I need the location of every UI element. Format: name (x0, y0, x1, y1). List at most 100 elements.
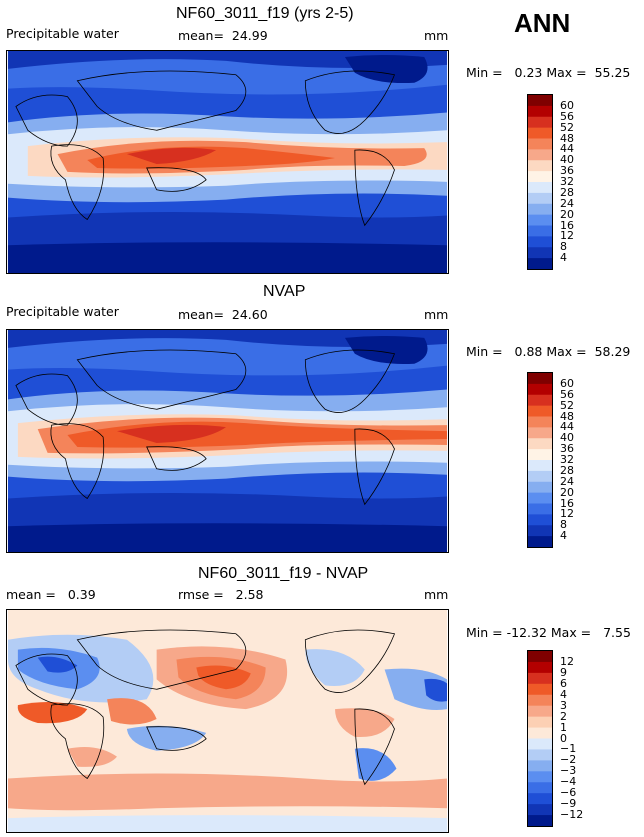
panel3-colorbar-tick-label: −9 (560, 797, 577, 811)
panel1-map-svg (7, 51, 448, 273)
panel3-colorbar-tick-label: 4 (560, 687, 567, 701)
panel3-colorbar-band (528, 651, 552, 663)
panel1-colorbar-band (528, 138, 552, 150)
panel2-colorbar-band (528, 525, 552, 537)
panel3-colorbar-band (528, 727, 552, 739)
panel1-colorbar-svg (528, 95, 552, 269)
panel3-colorbar-band (528, 804, 552, 816)
panel2-colorbar-band (528, 460, 552, 472)
panel1-colorbar-tick-label: 36 (560, 164, 574, 178)
panel3-colorbar-tick-label: 9 (560, 665, 567, 679)
panel1-colorbar-tick-label: 28 (560, 185, 574, 199)
season-label: ANN (514, 8, 571, 38)
panel3-colorbar-tick-label: −3 (560, 764, 577, 778)
panel3-map-svg (7, 610, 448, 832)
panel1-colorbar-band (528, 105, 552, 118)
panel2-units: mm (424, 307, 449, 322)
panel3-colorbar-band (528, 705, 552, 718)
panel2-colorbar-tick-label: 56 (560, 387, 574, 401)
panel1-colorbar-tick-label: 12 (560, 229, 574, 243)
panel1-colorbar-band (528, 225, 552, 237)
panel1-colorbar-band (528, 95, 552, 107)
panel1-colorbar-band (528, 116, 552, 129)
panel3-title: NF60_3011_f19 - NVAP (198, 565, 369, 582)
panel1-colorbar-band (528, 149, 552, 161)
panel1-title: NF60_3011_f19 (yrs 2-5) (176, 5, 354, 22)
panel3-colorbar-tick-label: 3 (560, 698, 567, 712)
panel2-field-label: Precipitable water (6, 304, 119, 319)
panel3-colorbar-tick-label: −2 (560, 753, 577, 767)
panel3-colorbar-tick-label: 12 (560, 654, 574, 668)
panel2-colorbar-tick-label: 32 (560, 453, 574, 466)
panel3-colorbar-band (528, 771, 552, 783)
panel2-map-svg (7, 330, 448, 552)
panel1-units: mm (424, 28, 449, 43)
panel1-colorbar-band (528, 236, 552, 248)
panel2-colorbar-band (528, 536, 552, 547)
panel1-field-label: Precipitable water (6, 26, 119, 41)
panel3-colorbar-band (528, 782, 552, 794)
panel2-colorbar-band (528, 503, 552, 515)
panel1-colorbar-tick-label: 4 (560, 251, 567, 265)
panel1-colorbar-band (528, 247, 552, 259)
panel2-colorbar-tick-label: 60 (560, 376, 574, 390)
panel2-colorbar-tick-label: 28 (560, 463, 574, 477)
panel2-colorbar-band (528, 470, 552, 483)
panel1-colorbar-tick-label: 44 (560, 142, 574, 156)
panel2-colorbar-svg (528, 373, 552, 547)
panel3-colorbar (527, 650, 553, 827)
panel1-minmax: Min = 0.23 Max = 55.25 (466, 65, 631, 80)
panel2-colorbar-tick-label: 48 (560, 409, 574, 423)
panel3-rmse: rmse = 2.58 (178, 587, 264, 602)
panel1-colorbar-band (528, 192, 552, 205)
panel3-colorbar-band (528, 749, 552, 761)
panel3-colorbar-band (528, 760, 552, 772)
panel2-colorbar-band (528, 427, 552, 439)
panel3-map (6, 609, 449, 833)
panel3-colorbar-tick-label: −6 (560, 786, 577, 800)
panel1-colorbar-band (528, 127, 552, 139)
panel1-mean: mean= 24.99 (178, 28, 268, 43)
panel2-title: NVAP (263, 283, 306, 300)
panel1-colorbar-tick-label: 56 (560, 109, 574, 123)
panel1-colorbar-band (528, 258, 552, 269)
panel2-colorbar-tick-label: 44 (560, 420, 574, 434)
panel2-colorbar-tick-label: 36 (560, 442, 574, 456)
panel3-colorbar-tick-label: −1 (560, 742, 577, 756)
panel2-colorbar-tick-label: 52 (560, 398, 574, 412)
panel2-colorbar-tick-label: 24 (560, 474, 574, 488)
panel1-colorbar-tick-label: 48 (560, 131, 574, 145)
panel3-colorbar-tick-label: −4 (560, 775, 577, 789)
panel2-colorbar-tick-label: 8 (560, 518, 567, 532)
panel3-colorbar-tick-label: 1 (560, 720, 567, 734)
panel3-minmax: Min = -12.32 Max = 7.55 (466, 625, 631, 640)
panel2-colorbar-tick-label: 16 (560, 496, 574, 510)
panel3-colorbar-band (528, 793, 552, 805)
panel2-minmax: Min = 0.88 Max = 58.29 (466, 344, 631, 359)
panel2-colorbar-band (528, 394, 552, 407)
panel2-map (6, 329, 449, 553)
panel2-colorbar-band (528, 449, 552, 461)
panel2-colorbar-band (528, 416, 552, 428)
panel1-colorbar-tick-label: 52 (560, 120, 574, 134)
panel3-colorbar-tick-label: 6 (560, 676, 567, 690)
panel3-colorbar-band (528, 738, 552, 750)
panel2-colorbar-band (528, 514, 552, 526)
panel2-colorbar-tick-label: 20 (560, 485, 574, 499)
panel3-mean: mean = 0.39 (6, 587, 96, 602)
panel2-colorbar-band (528, 481, 552, 494)
panel3-colorbar-band (528, 716, 552, 728)
panel1-colorbar-tick-label: 40 (560, 153, 574, 167)
panel3-colorbar-tick-label: 0 (560, 731, 567, 745)
panel1-colorbar-band (528, 160, 552, 172)
panel1-colorbar-tick-label: 8 (560, 240, 567, 254)
panel1-colorbar-tick-label: 60 (560, 98, 574, 112)
panel2-colorbar-band (528, 383, 552, 396)
panel3-colorbar-tick-label: −12 (560, 808, 584, 822)
panel2-colorbar-band (528, 405, 552, 417)
panel1-map (6, 50, 449, 274)
panel1-colorbar-band (528, 203, 552, 216)
panel3-colorbar-band (528, 815, 552, 826)
panel3-colorbar-band (528, 672, 552, 685)
panel3-units: mm (424, 587, 449, 602)
